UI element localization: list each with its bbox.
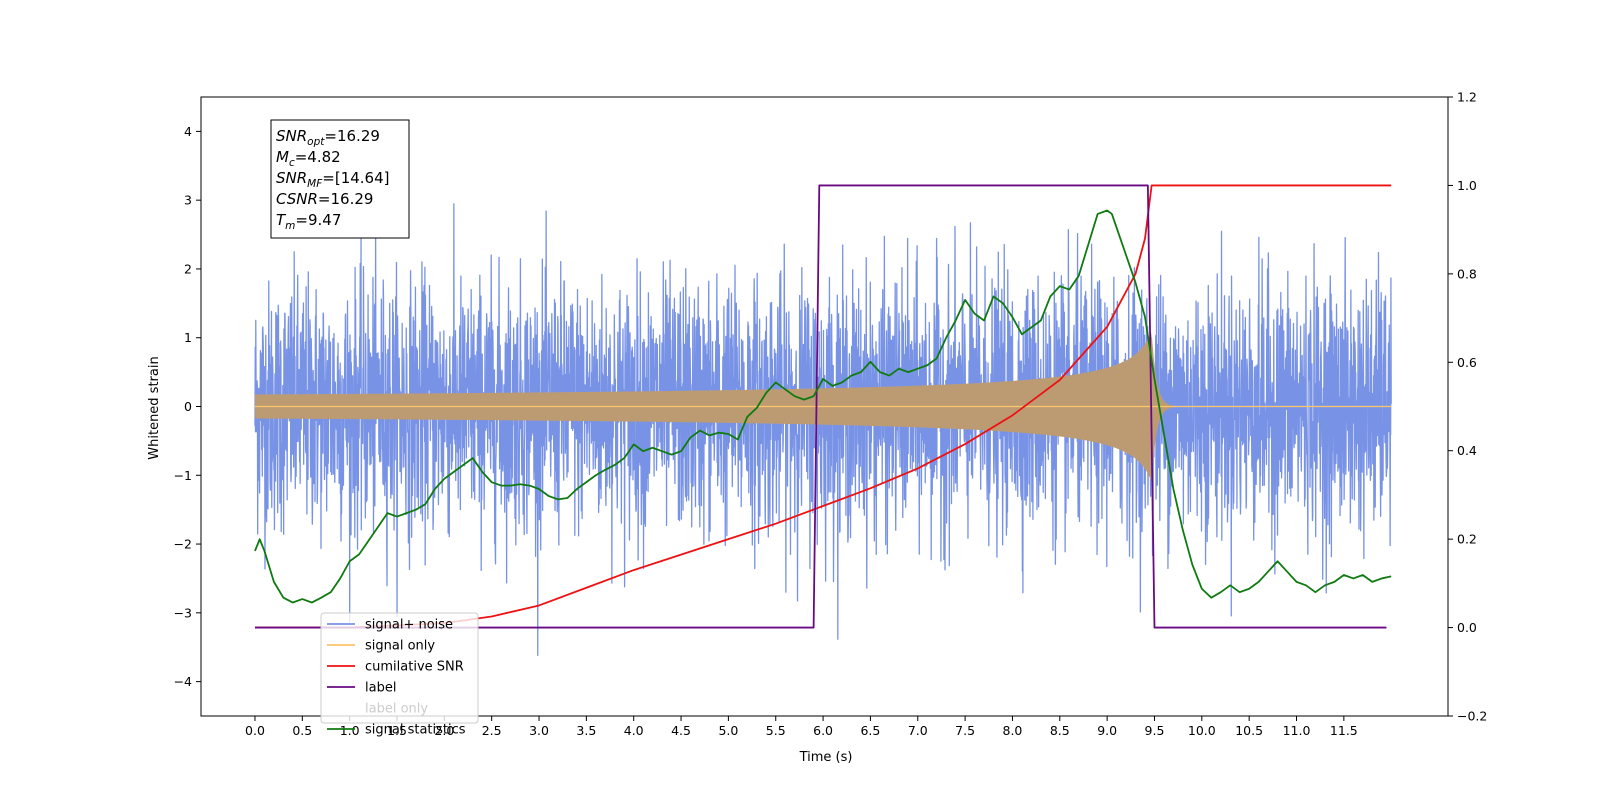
legend-label: signal statistics (365, 723, 466, 738)
y-tick-label: 2 (184, 261, 192, 276)
annotation-value: =16.29 (324, 127, 380, 145)
annotation-subscript: opt (307, 136, 325, 148)
annotation-symbol: SNR (276, 127, 307, 145)
x-tick-label: 0.5 (292, 723, 312, 738)
y2-tick-label: 0.6 (1457, 355, 1477, 370)
annotation-line: Tm=9.47 (276, 211, 341, 232)
annotation-value: =16.29 (318, 190, 374, 208)
x-tick-label: 5.5 (766, 723, 786, 738)
x-tick-label: 2.0 (434, 723, 454, 738)
annotation-box: SNRopt=16.29Mc=4.82SNRMF=[14.64]CSNR=16.… (270, 119, 410, 239)
series-signal-statistics (254, 209, 1392, 604)
annotation-line: SNRMF=[14.64] (276, 169, 390, 190)
series-label (254, 184, 1387, 629)
annotation-line: CSNR=16.29 (276, 190, 373, 208)
x-tick-label: 10.0 (1188, 723, 1216, 738)
y2-tick-label: −0.2 (1457, 709, 1487, 724)
legend-label: signal only (365, 639, 435, 654)
x-tick-label: 11.0 (1283, 723, 1311, 738)
x-tick-label: 10.5 (1235, 723, 1263, 738)
x-tick-label: 8.0 (1003, 723, 1023, 738)
x-tick-label: 0.0 (245, 723, 265, 738)
y2-tick-label: 0.2 (1457, 532, 1477, 547)
annotation-symbol: SNR (276, 169, 307, 187)
x-tick-label: 7.5 (955, 723, 975, 738)
x-tick-label: 6.5 (860, 723, 880, 738)
annotation-line: SNRopt=16.29 (276, 127, 380, 148)
y2-tick-label: 0.0 (1457, 620, 1477, 635)
series-signal-noise (254, 203, 1392, 657)
x-tick-label: 9.0 (1097, 723, 1117, 738)
x-tick-label: 7.0 (908, 723, 928, 738)
legend-frame (320, 612, 479, 724)
x-tick-label: 6.0 (813, 723, 833, 738)
legend: signal+ noise signal only cumilative SNR la… (320, 612, 479, 738)
y2-tick-label: 1.2 (1457, 90, 1477, 105)
y2-tick-label: 0.8 (1457, 266, 1477, 281)
annotation-line: Mc=4.82 (276, 148, 341, 169)
legend-label: cumilative SNR (365, 660, 464, 675)
y-tick-label: −3 (174, 605, 192, 620)
y-tick-label: −2 (174, 537, 192, 552)
x-tick-label: 11.5 (1330, 723, 1358, 738)
x-tick-label: 4.5 (671, 723, 691, 738)
x-tick-label: 8.5 (1050, 723, 1070, 738)
annotation-subscript: MF (307, 178, 323, 190)
x-tick-label: 3.0 (529, 723, 549, 738)
y-tick-label: −1 (174, 468, 192, 483)
x-tick-label: 1.5 (387, 723, 407, 738)
annotation-value: =9.47 (295, 211, 341, 229)
y-tick-label: 4 (184, 124, 192, 139)
annotation-value: =[14.64] (322, 169, 389, 187)
y-tick-label: 1 (184, 330, 192, 345)
y-tick-label: 0 (184, 399, 192, 414)
annotation-frame (270, 119, 410, 239)
y2-tick-label: 0.4 (1457, 443, 1477, 458)
annotation-subscript: c (289, 157, 295, 169)
x-tick-label: 1.0 (340, 723, 360, 738)
annotation-symbol: T (276, 211, 287, 229)
x-tick-label: 2.5 (482, 723, 502, 738)
annotation-value: =4.82 (295, 148, 341, 166)
legend-label: label only (365, 702, 428, 717)
annotation-subscript: m (285, 220, 295, 232)
legend-label: signal+ noise (365, 618, 453, 633)
x-tick-label: 4.0 (624, 723, 644, 738)
annotation-symbol: M (276, 148, 289, 166)
annotation-symbol: CSNR (276, 190, 318, 208)
legend-label: label (365, 681, 396, 696)
y-tick-label: −4 (174, 674, 192, 689)
x-tick-label: 3.5 (576, 723, 596, 738)
y-tick-label: 3 (184, 193, 192, 208)
x-axis-label: Time (s) (799, 750, 853, 765)
x-tick-label: 5.0 (718, 723, 738, 738)
y-axis-label: Whitened strain (147, 356, 162, 459)
series-cumulative-snr (254, 184, 1392, 629)
y2-tick-label: 1.0 (1457, 178, 1477, 193)
x-tick-label: 9.5 (1145, 723, 1165, 738)
